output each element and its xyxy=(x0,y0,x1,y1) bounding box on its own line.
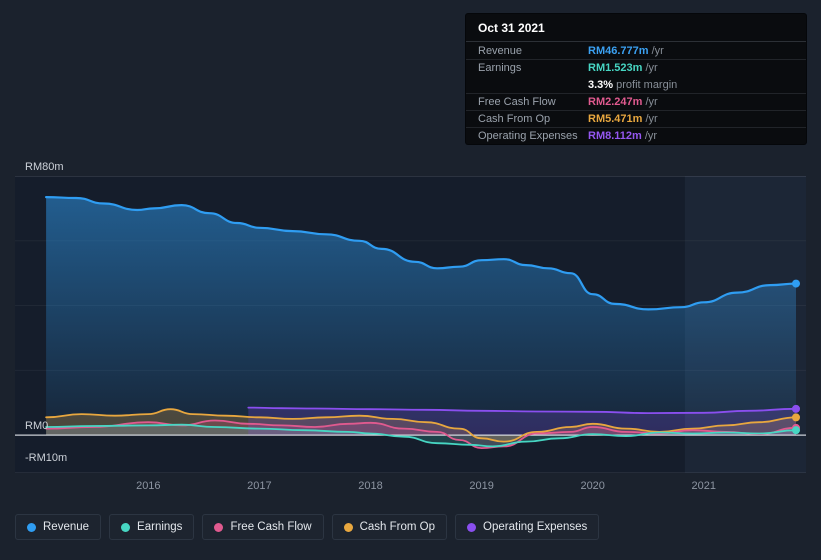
chart-plot[interactable]: RM80m RM0 -RM10m xyxy=(15,161,806,473)
tooltip-label: Operating Expenses xyxy=(478,130,578,142)
tooltip-label: Earnings xyxy=(478,62,522,74)
legend-item-earnings[interactable]: Earnings xyxy=(109,514,195,540)
operating-expenses-legend-dot xyxy=(467,522,477,532)
legend-item-cash-from-op[interactable]: Cash From Op xyxy=(331,514,448,540)
y-axis-label: RM80m xyxy=(25,161,64,173)
x-axis-label: 2019 xyxy=(469,480,494,492)
revenue-legend-dot xyxy=(27,522,36,532)
tooltip-value-number: RM5.471m xyxy=(588,113,643,125)
tooltip-row-operating-expenses: Operating Expenses RM8.112m /yr xyxy=(466,127,806,144)
tooltip-value: RM1.523m /yr xyxy=(588,62,794,74)
tooltip-value: RM2.247m /yr xyxy=(588,96,794,108)
legend-label: Cash From Op xyxy=(359,521,436,533)
tooltip-value: RM8.112m /yr xyxy=(588,130,794,142)
y-axis-label: RM0 xyxy=(25,420,49,433)
profit-margin-number: 3.3% xyxy=(588,78,614,91)
tooltip-value-number: RM46.777m xyxy=(588,44,649,57)
legend-label: Revenue xyxy=(43,521,90,533)
timeseries-chart[interactable] xyxy=(15,176,806,473)
tooltip-label: Revenue xyxy=(478,44,523,57)
tooltip-value: 3.3% profit margin xyxy=(588,79,794,91)
x-axis-label: 2020 xyxy=(580,480,605,492)
tooltip-value-number: RM1.523m xyxy=(588,62,643,74)
tooltip-row-cash-from-op: Cash From Op RM5.471m /yr xyxy=(466,110,806,127)
legend-label: Free Cash Flow xyxy=(230,521,312,533)
tooltip-label: Cash From Op xyxy=(478,113,551,125)
legend-label: Earnings xyxy=(137,521,183,533)
earnings-legend-dot xyxy=(121,522,131,532)
tooltip-row-revenue: Revenue RM46.777m /yr xyxy=(466,42,806,59)
tooltip-label: Free Cash Flow xyxy=(478,96,556,108)
tooltip-value: RM5.471m /yr xyxy=(588,113,794,125)
profit-margin-label: profit margin xyxy=(616,78,678,91)
tooltip-value-suffix: /yr xyxy=(642,62,658,74)
legend-item-free-cash-flow[interactable]: Free Cash Flow xyxy=(202,514,324,540)
x-axis-label: 2021 xyxy=(691,480,717,492)
tooltip-value-suffix: /yr xyxy=(642,113,658,125)
tooltip-value-suffix: /yr xyxy=(641,130,658,142)
x-axis-label: 2017 xyxy=(247,480,272,492)
tooltip-row-free-cash-flow: Free Cash Flow RM2.247m /yr xyxy=(466,93,806,110)
tooltip-value-number: RM2.247m xyxy=(588,96,643,108)
x-axis-label: 2016 xyxy=(136,480,161,492)
tooltip-row-profit-margin: 3.3% profit margin xyxy=(466,76,806,93)
tooltip-value: RM46.777m /yr xyxy=(588,45,794,57)
tooltip-value-suffix: /yr xyxy=(648,44,664,57)
chart-tooltip: Oct 31 2021 Revenue RM46.777m /yr Earnin… xyxy=(466,14,806,144)
cash-from-op-legend-dot xyxy=(343,522,353,532)
tooltip-value-suffix: /yr xyxy=(642,96,658,108)
tooltip-date-title: Oct 31 2021 xyxy=(466,14,806,42)
x-axis-label: 2018 xyxy=(358,480,383,492)
legend-label: Operating Expenses xyxy=(483,521,588,533)
tooltip-value-number: RM8.112m xyxy=(588,130,642,142)
legend-item-operating-expenses[interactable]: Operating Expenses xyxy=(455,514,600,540)
y-axis-label: -RM10m xyxy=(25,452,68,465)
tooltip-row-earnings: Earnings RM1.523m /yr xyxy=(466,59,806,76)
chart-legend: Revenue Earnings Free Cash Flow Cash Fro… xyxy=(15,514,600,540)
free-cash-flow-legend-dot xyxy=(214,522,224,532)
x-axis: 2016 2017 2018 2019 2020 2021 xyxy=(15,480,806,494)
legend-item-revenue[interactable]: Revenue xyxy=(15,514,102,540)
